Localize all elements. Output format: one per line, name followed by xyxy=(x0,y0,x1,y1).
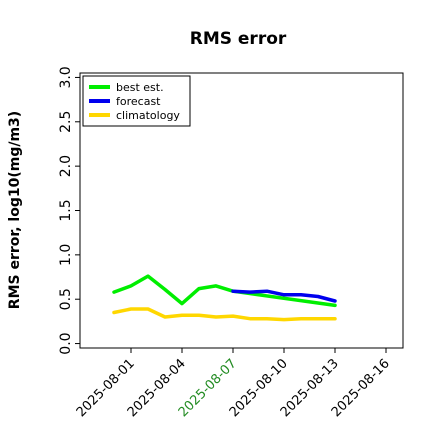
y-tick-label: 1.0 xyxy=(58,244,74,266)
y-tick-label: 0.5 xyxy=(58,288,74,310)
series-line-best-est xyxy=(112,274,337,308)
series-line-forecast xyxy=(231,289,337,303)
legend-label: forecast xyxy=(116,95,161,108)
chart-title: RMS error xyxy=(190,29,287,49)
legend-label: climatology xyxy=(116,109,180,122)
y-tick-label: 3.0 xyxy=(58,66,74,88)
series-line-climatology xyxy=(112,307,337,322)
legend-label: best est. xyxy=(116,81,164,94)
y-tick-label: 2.0 xyxy=(58,155,74,177)
y-tick-label: 2.5 xyxy=(58,111,74,133)
y-tick-label: 0.0 xyxy=(58,332,74,354)
y-axis-label: RMS error, log10(mg/m3) xyxy=(7,111,23,309)
y-tick-label: 1.5 xyxy=(58,199,74,221)
